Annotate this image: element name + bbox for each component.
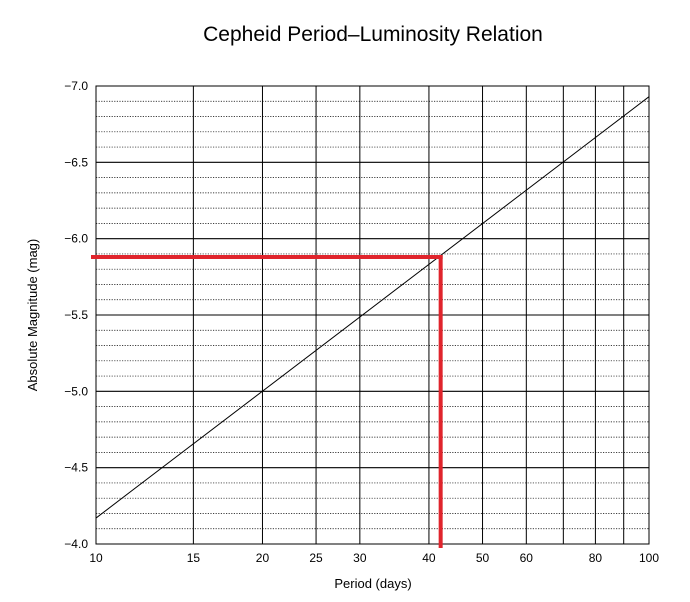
y-tick-label: −6.0: [64, 232, 88, 246]
plot-frame: [95, 85, 650, 545]
y-tick-label: −7.0: [64, 79, 88, 93]
x-tick-label: 40: [422, 551, 436, 565]
x-tick-labels: 10 15 20 25 30 40 50 60 80 100: [89, 551, 659, 565]
x-tick-label: 30: [353, 551, 367, 565]
chart-title: Cepheid Period–Luminosity Relation: [203, 23, 543, 46]
x-tick-label: 80: [589, 551, 603, 565]
x-tick-label: 20: [256, 551, 270, 565]
series-layer: [95, 96, 650, 519]
x-tick-label: 15: [187, 551, 201, 565]
series-line: [95, 96, 650, 519]
y-tick-label: −4.0: [64, 537, 88, 551]
x-tick-label: 50: [476, 551, 490, 565]
y-tick-labels: −7.0 −6.5 −6.0 −5.5 −5.0 −4.5 −4.0: [64, 79, 88, 551]
x-tick-label: 25: [309, 551, 323, 565]
x-tick-label: 60: [520, 551, 534, 565]
minor-gridlines: [96, 100, 649, 530]
x-axis-label: Period (days): [334, 576, 411, 591]
y-tick-label: −6.5: [64, 155, 88, 169]
annotation-layer: [91, 254, 443, 548]
major-gridlines: [96, 86, 649, 544]
x-tick-label: 10: [89, 551, 103, 565]
y-tick-label: −5.5: [64, 308, 88, 322]
y-axis-label: Absolute Magnitude (mag): [25, 239, 40, 391]
y-tick-label: −5.0: [64, 384, 88, 398]
y-tick-label: −4.5: [64, 461, 88, 475]
x-tick-label: 100: [639, 551, 659, 565]
